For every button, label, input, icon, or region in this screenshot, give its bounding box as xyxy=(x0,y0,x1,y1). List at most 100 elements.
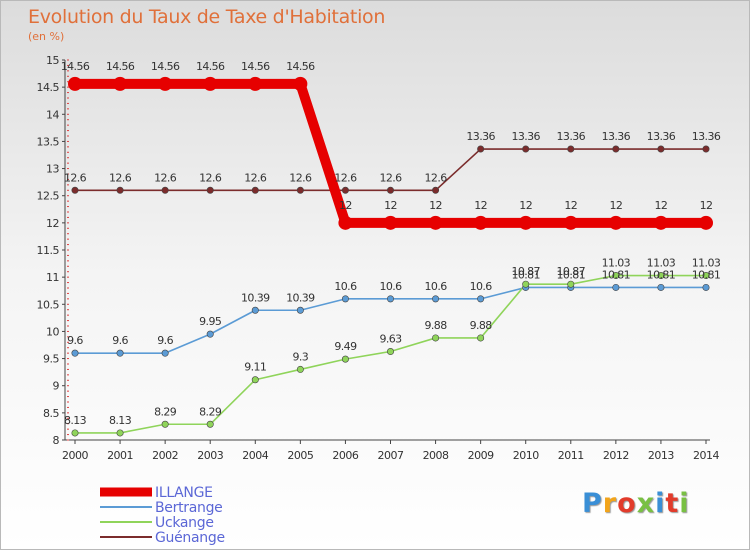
x-tick-label: 2000 xyxy=(62,449,88,462)
data-point-bertrange xyxy=(612,283,620,291)
x-tick-label: 2004 xyxy=(242,449,268,462)
data-label-uckange: 8.29 xyxy=(199,405,222,418)
data-point-uckange xyxy=(206,420,214,428)
y-tick-label: 9.5 xyxy=(43,353,59,366)
data-point-bertrange xyxy=(296,306,304,314)
data-point-uckange xyxy=(702,272,710,280)
y-tick-label: 14.5 xyxy=(37,81,60,94)
data-label-guénange: 13.36 xyxy=(466,130,495,143)
legend-label: Uckange xyxy=(155,515,214,531)
legend-label: Guénange xyxy=(155,530,225,546)
x-tick-label: 2011 xyxy=(558,449,584,462)
chart-title: Evolution du Taux de Taxe d'Habitation xyxy=(28,6,386,28)
data-point-illange xyxy=(113,76,128,91)
data-label-illange: 12 xyxy=(609,199,622,212)
data-point-illange xyxy=(563,215,578,230)
data-label-uckange: 9.11 xyxy=(244,361,266,374)
y-tick-label: 10 xyxy=(46,325,59,338)
data-point-illange xyxy=(203,76,218,91)
value-labels: 14.56 14.56 14.56 14.56 14.56 14.56 12 12 12 12 12… xyxy=(61,60,722,427)
data-label-bertrange: 10.39 xyxy=(286,291,315,304)
y-tick-label: 13 xyxy=(46,163,59,176)
data-point-guénange xyxy=(432,186,440,194)
data-label-guénange: 12.6 xyxy=(334,171,357,184)
data-label-guénange: 12.6 xyxy=(64,171,87,184)
data-label-illange: 12 xyxy=(655,199,668,212)
data-label-bertrange: 9.95 xyxy=(199,315,222,328)
y-tick-label: 13.5 xyxy=(37,135,60,148)
data-label-illange: 12 xyxy=(339,199,352,212)
y-tick-label: 12.5 xyxy=(37,190,60,203)
logo-letter: i xyxy=(679,488,690,519)
x-tick-label: 2014 xyxy=(693,449,719,462)
data-point-guénange xyxy=(296,186,304,194)
data-label-illange: 14.56 xyxy=(106,60,135,73)
data-point-uckange xyxy=(161,420,169,428)
x-tick-label: 2002 xyxy=(152,449,178,462)
data-label-guénange: 12.6 xyxy=(199,171,222,184)
x-tick-label: 2003 xyxy=(197,449,223,462)
data-label-illange: 12 xyxy=(384,199,397,212)
chart-subtitle: (en %) xyxy=(28,30,65,43)
data-point-guénange xyxy=(612,145,620,153)
logo-letter: x xyxy=(636,488,656,519)
data-point-bertrange xyxy=(116,349,124,357)
data-label-illange: 14.56 xyxy=(61,60,90,73)
data-label-bertrange: 10.6 xyxy=(379,280,402,293)
data-point-uckange xyxy=(477,334,485,342)
data-point-guénange xyxy=(251,186,259,194)
data-point-guénange xyxy=(341,186,349,194)
data-label-illange: 14.56 xyxy=(241,60,270,73)
data-point-illange xyxy=(608,215,623,230)
data-point-illange xyxy=(338,215,353,230)
y-tick-label: 10.5 xyxy=(37,298,60,311)
data-label-guénange: 12.6 xyxy=(244,171,267,184)
x-tick-label: 2008 xyxy=(423,449,449,462)
data-point-bertrange xyxy=(341,295,349,303)
data-label-bertrange: 9.6 xyxy=(112,334,128,347)
data-label-uckange: 11.03 xyxy=(647,257,676,270)
data-label-illange: 12 xyxy=(564,199,577,212)
y-tick-label: 8.5 xyxy=(43,407,59,420)
y-tick-label: 15 xyxy=(46,54,59,67)
data-point-uckange xyxy=(657,272,665,280)
data-label-uckange: 8.13 xyxy=(109,414,132,427)
data-point-illange xyxy=(473,215,488,230)
data-label-illange: 12 xyxy=(474,199,487,212)
data-label-guénange: 12.6 xyxy=(379,171,402,184)
data-point-illange xyxy=(248,76,263,91)
series-points xyxy=(68,76,713,437)
data-point-uckange xyxy=(612,272,620,280)
data-label-bertrange: 10.39 xyxy=(241,291,270,304)
data-point-bertrange xyxy=(702,283,710,291)
data-label-guénange: 12.6 xyxy=(154,171,177,184)
data-label-guénange: 13.36 xyxy=(557,130,586,143)
logo-letter: t xyxy=(665,488,680,519)
data-label-uckange: 8.13 xyxy=(64,414,87,427)
data-label-uckange: 9.49 xyxy=(334,340,357,353)
data-label-bertrange: 10.6 xyxy=(425,280,448,293)
data-point-uckange xyxy=(341,355,349,363)
data-point-uckange xyxy=(567,280,575,288)
data-point-guénange xyxy=(567,145,575,153)
y-tick-label: 12 xyxy=(46,217,59,230)
data-point-bertrange xyxy=(432,295,440,303)
data-label-bertrange: 10.81 xyxy=(557,268,586,281)
data-point-bertrange xyxy=(161,349,169,357)
data-point-uckange xyxy=(386,348,394,356)
logo-letter: P xyxy=(582,488,603,519)
data-label-illange: 12 xyxy=(519,199,532,212)
data-label-bertrange: 10.81 xyxy=(602,268,631,281)
data-label-illange: 12 xyxy=(700,199,713,212)
data-point-bertrange xyxy=(657,283,665,291)
data-point-guénange xyxy=(116,186,124,194)
data-point-guénange xyxy=(206,186,214,194)
data-label-bertrange: 10.6 xyxy=(334,280,357,293)
data-label-uckange: 9.88 xyxy=(470,319,493,332)
data-point-uckange xyxy=(116,429,124,437)
y-tick-label: 9 xyxy=(53,380,60,393)
data-label-illange: 14.56 xyxy=(286,60,315,73)
x-tick-label: 2013 xyxy=(648,449,674,462)
axes: 8 8.5 9 9.5 10 10.5 11 11.5 12 12.5 13 13.5 14 14.5 15… xyxy=(37,54,720,462)
data-label-guénange: 13.36 xyxy=(647,130,676,143)
